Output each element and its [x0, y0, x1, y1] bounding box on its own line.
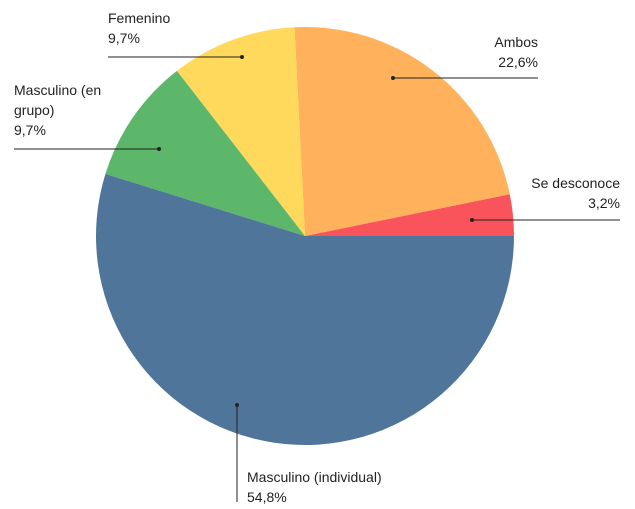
leader-dot — [157, 147, 161, 151]
leader-dot — [235, 403, 239, 407]
category-label: Ambos — [494, 34, 538, 50]
leader-dot — [240, 55, 244, 59]
category-label: Masculino (individual) — [247, 469, 382, 485]
pie-slice — [305, 194, 514, 236]
slice-label: Se desconoce 3,2% — [531, 173, 620, 213]
leader-dot — [391, 76, 395, 80]
leader-dot — [470, 218, 474, 222]
pie-slice — [105, 70, 305, 236]
value-label: 9,7% — [108, 30, 140, 46]
value-label: 9,7% — [14, 122, 46, 138]
pie-slice — [95, 173, 514, 446]
pie-slice — [294, 27, 510, 236]
slice-label: Femenino 9,7% — [108, 8, 170, 48]
category-label: Masculino (en grupo) — [14, 82, 102, 118]
value-label: 22,6% — [498, 54, 538, 70]
value-label: 3,2% — [588, 195, 620, 211]
value-label: 54,8% — [247, 489, 287, 505]
pie-slice — [176, 27, 305, 236]
slice-label: Masculino (individual) 54,8% — [247, 467, 382, 507]
slice-label: Masculino (en grupo) 9,7% — [14, 80, 104, 140]
category-label: Se desconoce — [531, 175, 620, 191]
category-label: Femenino — [108, 10, 171, 26]
slice-label: Ambos 22,6% — [494, 32, 538, 72]
